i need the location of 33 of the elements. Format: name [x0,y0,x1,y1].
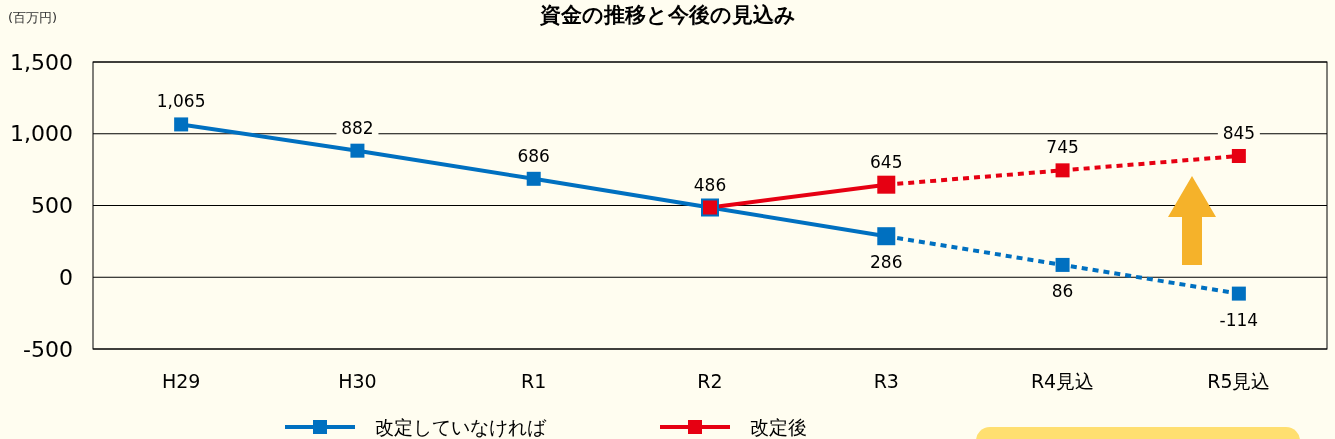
data-label: 645 [870,151,903,172]
x-tick-label: R3 [873,370,899,392]
data-label: 1,065 [156,91,206,112]
y-tick-label: 1,500 [10,49,73,75]
data-label: 882 [341,117,374,138]
point [350,143,365,158]
legend-label: 改定後 [750,415,807,438]
y-tick-label: 1,000 [10,121,73,147]
point [1055,257,1070,272]
data-label: 86 [1051,280,1074,301]
x-tick-label: H30 [338,370,377,392]
x-tick-label: R5見込 [1207,370,1271,392]
x-tick-label: R4見込 [1030,370,1095,392]
y-axis-title: (百万円) [8,10,58,25]
legend-label: 改定していなければ [375,415,547,438]
data-label: 286 [870,252,903,273]
point [1231,286,1246,301]
y-tick-label: 0 [59,264,73,290]
data-label: 845 [1222,122,1256,143]
point [526,171,541,186]
x-tick-label: R2 [697,370,723,392]
y-tick-label: 500 [31,193,73,219]
chart-title: 資金の推移と今後の見込み [538,3,796,27]
point [174,117,189,132]
data-label: 686 [517,145,550,166]
data-label: 745 [1046,137,1079,158]
point [1055,163,1070,178]
x-tick-label: H29 [161,370,201,392]
y-tick-label: -500 [23,336,73,362]
point [1231,148,1246,163]
x-tick-label: R1 [521,370,547,392]
data-label: 486 [693,174,727,195]
data-label: -114 [1219,309,1259,330]
